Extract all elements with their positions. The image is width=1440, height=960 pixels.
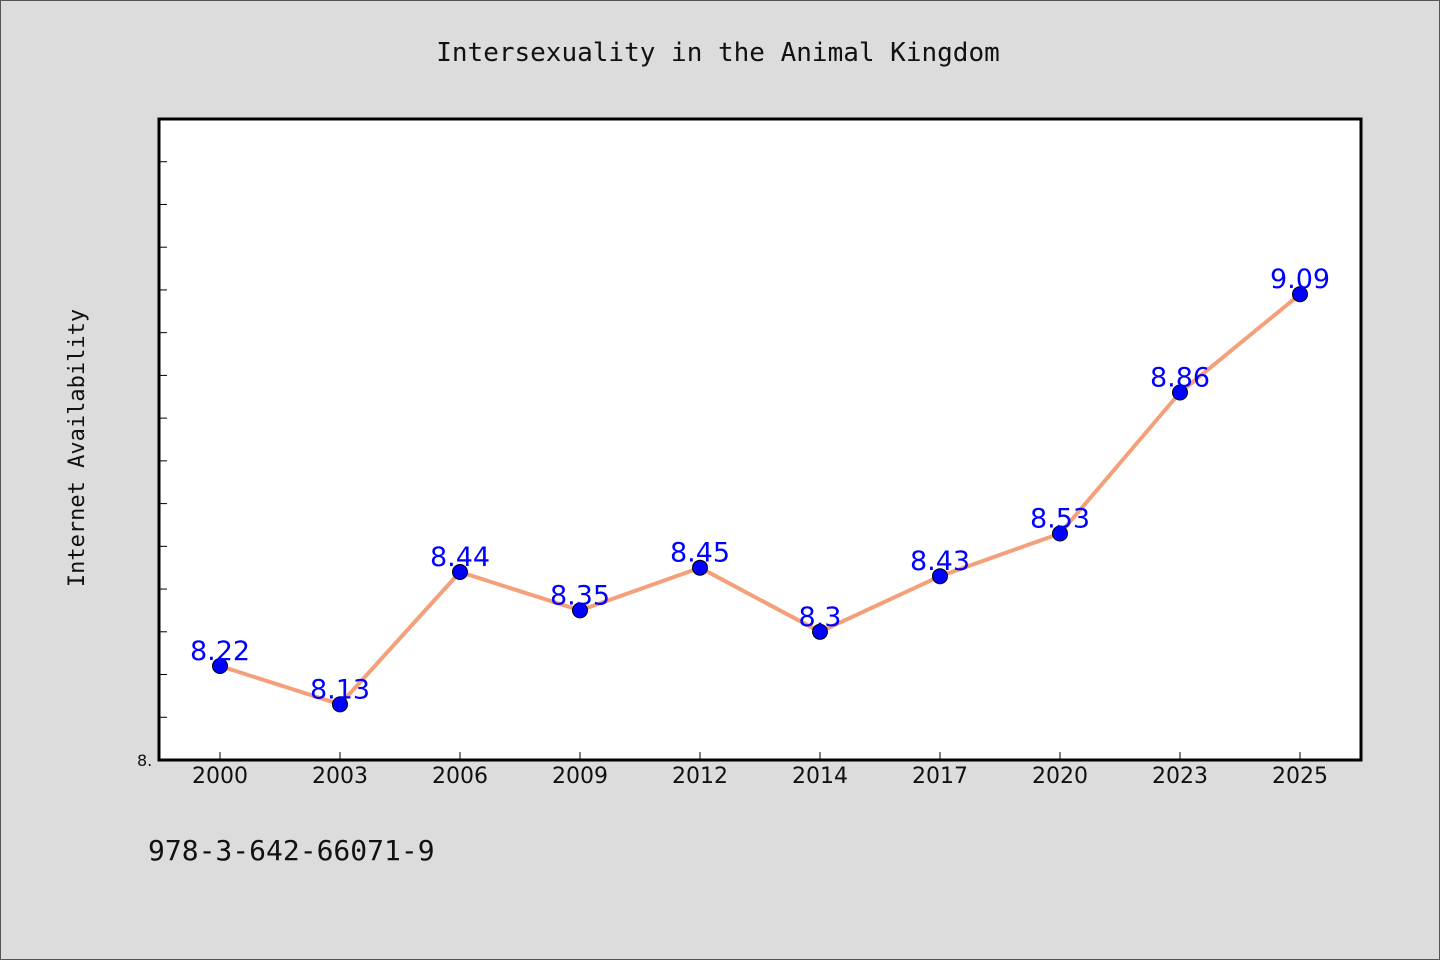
y-tick-label: 8.	[137, 751, 152, 770]
data-label-2014: 8.3	[799, 602, 842, 633]
data-point-2017	[932, 568, 948, 585]
data-label-2012: 8.45	[670, 538, 730, 569]
data-labels: 8.22 8.13 8.44 8.35 8.45 8.3 8.43 8.53 8.86 9.09	[190, 264, 1330, 705]
x-tick-label: 2014	[792, 764, 848, 789]
x-tick-label: 2017	[912, 764, 968, 789]
data-label-2020: 8.53	[1030, 504, 1090, 535]
x-tick-label: 2025	[1272, 764, 1328, 789]
data-point-2003	[332, 696, 348, 713]
x-tick-label: 2009	[552, 764, 608, 789]
x-tick-label: 2020	[1032, 764, 1088, 789]
data-point-2023	[1172, 384, 1188, 401]
data-label-2023: 8.86	[1150, 363, 1210, 394]
data-label-2006: 8.44	[430, 542, 490, 573]
data-point-2000	[212, 658, 228, 674]
series-polyline	[219, 292, 1302, 707]
data-label-2017: 8.43	[910, 546, 970, 577]
x-tick-label: 2000	[192, 764, 248, 789]
data-point-2025	[1292, 286, 1308, 303]
plot-area	[157, 117, 1363, 762]
data-label-2000: 8.22	[190, 636, 250, 667]
x-tick-label: 2006	[432, 764, 488, 789]
y-axis-label: Internet Availability	[65, 309, 90, 587]
data-point-2006	[452, 564, 468, 580]
x-tick-label: 2012	[672, 764, 728, 789]
x-axis-ticks: 2000 2003 2006 2009 2012 2014 2017 2020 2023 2025	[192, 752, 1328, 789]
data-point-2012	[692, 559, 708, 576]
x-tick-label: 2003	[312, 764, 368, 789]
data-point-2009	[572, 602, 588, 619]
chart-title: Intersexuality in the Animal Kingdom	[436, 38, 1000, 68]
x-tick-label: 2023	[1152, 764, 1208, 789]
data-label-2003: 8.13	[310, 674, 370, 705]
data-markers	[212, 286, 1308, 713]
y-axis-ticks	[159, 161, 167, 761]
data-point-2020	[1052, 525, 1068, 542]
data-label-2025: 9.09	[1270, 264, 1330, 295]
series-line	[219, 292, 1302, 707]
data-label-2009: 8.35	[550, 580, 610, 611]
footer-code: 978-3-642-66071-9	[148, 834, 435, 867]
data-point-2014	[812, 623, 828, 640]
